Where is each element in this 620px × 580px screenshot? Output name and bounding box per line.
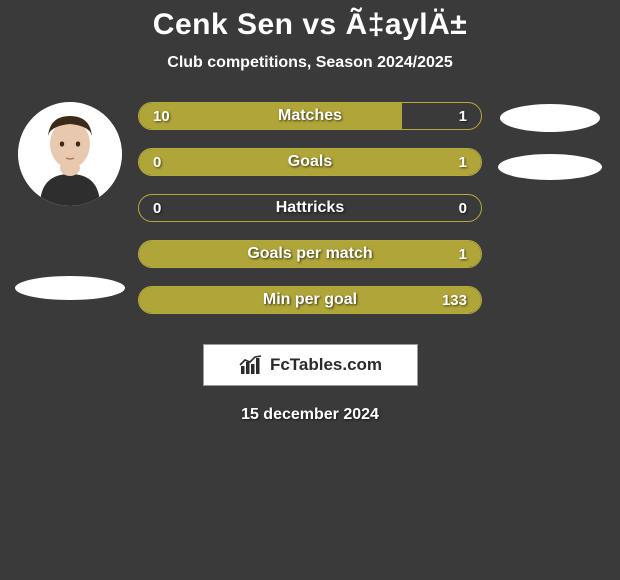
stat-bar: 1Goals per match <box>138 240 482 268</box>
bar-value-right: 1 <box>445 149 481 175</box>
player-photo-icon <box>18 102 122 206</box>
bar-value-left <box>139 241 167 267</box>
fctables-logo[interactable]: FcTables.com <box>203 344 418 386</box>
bar-chart-icon <box>238 354 266 376</box>
bar-value-right: 0 <box>445 195 481 221</box>
stats-bars: 101Matches01Goals00Hattricks1Goals per m… <box>130 102 490 332</box>
subtitle: Club competitions, Season 2024/2025 <box>0 54 620 72</box>
bar-value-right: 1 <box>445 103 481 129</box>
bar-fill-right <box>139 149 481 175</box>
right-player-avatar <box>500 104 600 132</box>
bar-label: Hattricks <box>139 195 481 221</box>
left-player-col <box>10 102 130 300</box>
bar-fill-right <box>139 241 481 267</box>
stat-bar: 0 0Hattricks <box>138 194 482 222</box>
bar-value-left: 10 <box>139 103 184 129</box>
left-player-avatar <box>18 102 122 206</box>
bar-value-left <box>139 287 167 313</box>
bar-value-right: 133 <box>428 287 481 313</box>
left-player-name-oval <box>15 276 125 300</box>
page-title: Cenk Sen vs Ã‡aylÄ± <box>0 8 620 42</box>
stat-bar: 133Min per goal <box>138 286 482 314</box>
bar-value-left: 0 <box>139 195 175 221</box>
logo-text: FcTables.com <box>270 355 382 375</box>
right-player-name-oval <box>498 154 602 180</box>
right-player-col <box>490 102 610 180</box>
bar-value-right: 1 <box>445 241 481 267</box>
bar-value-left: 0 <box>139 149 175 175</box>
stat-bar: 101Matches <box>138 102 482 130</box>
stat-bar: 01Goals <box>138 148 482 176</box>
date-text: 15 december 2024 <box>241 406 379 424</box>
